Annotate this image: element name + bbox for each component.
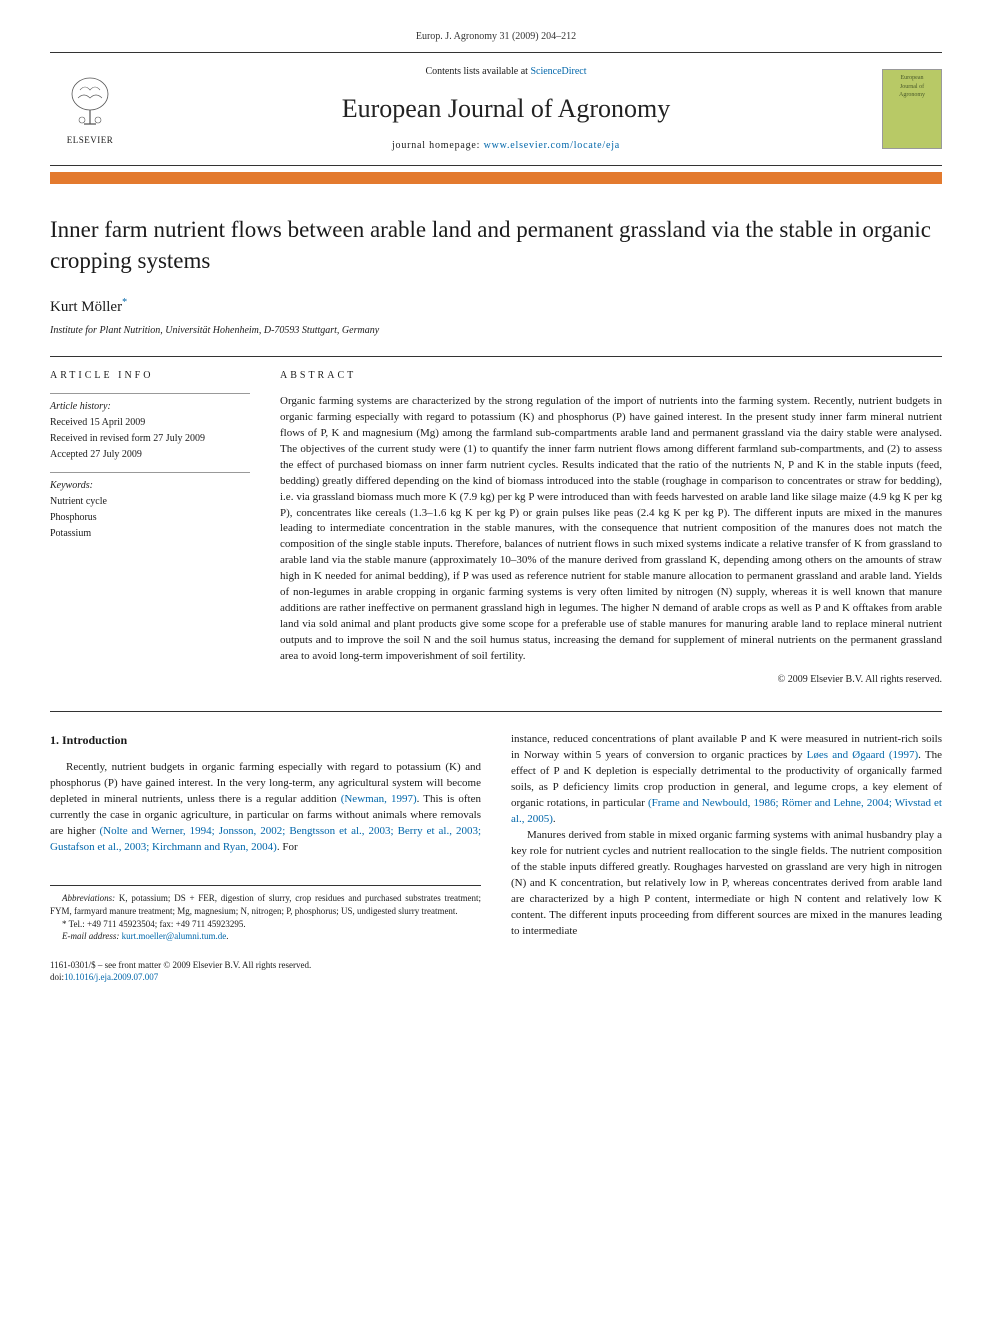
citation-link[interactable]: Løes and Øgaard (1997) xyxy=(807,749,919,761)
abstract-heading: ABSTRACT xyxy=(280,369,942,384)
keyword: Phosphorus xyxy=(50,511,250,525)
contents-available-line: Contents lists available at ScienceDirec… xyxy=(130,65,882,79)
body-column-left: 1. Introduction Recently, nutrient budge… xyxy=(50,732,481,942)
section-heading: 1. Introduction xyxy=(50,732,481,749)
section-title: Introduction xyxy=(62,733,127,747)
email-suffix: . xyxy=(226,931,228,941)
body-text: . xyxy=(553,813,556,825)
publisher-block: ELSEVIER xyxy=(50,72,130,147)
journal-cover-thumbnail: European Journal of Agronomy xyxy=(882,69,942,149)
history-line: Received in revised form 27 July 2009 xyxy=(50,432,250,446)
journal-header: ELSEVIER Contents lists available at Sci… xyxy=(50,52,942,166)
article-info-heading: ARTICLE INFO xyxy=(50,369,250,383)
author-corr-marker[interactable]: * xyxy=(122,297,127,308)
abbrev-label: Abbreviations: xyxy=(62,893,115,903)
abstract-text: Organic farming systems are characterize… xyxy=(280,394,942,665)
homepage-link[interactable]: www.elsevier.com/locate/eja xyxy=(484,140,620,151)
corr-text: Tel.: +49 711 45923504; fax: +49 711 459… xyxy=(67,919,246,929)
abbreviations-footnote: Abbreviations: K, potassium; DS + FER, d… xyxy=(50,892,481,917)
homepage-prefix: journal homepage: xyxy=(392,140,484,151)
copyright-line: © 2009 Elsevier B.V. All rights reserved… xyxy=(280,673,942,688)
corresponding-footnote: * Tel.: +49 711 45923504; fax: +49 711 4… xyxy=(50,918,481,931)
info-abstract-row: ARTICLE INFO Article history: Received 1… xyxy=(50,369,942,687)
header-center: Contents lists available at ScienceDirec… xyxy=(130,65,882,153)
issn-line: 1161-0301/$ – see front matter © 2009 El… xyxy=(50,959,942,972)
accent-bar xyxy=(50,172,942,184)
abstract-column: ABSTRACT Organic farming systems are cha… xyxy=(280,369,942,687)
doi-label: doi: xyxy=(50,972,64,982)
history-line: Accepted 27 July 2009 xyxy=(50,448,250,462)
contents-prefix: Contents lists available at xyxy=(425,66,530,77)
cover-text-3: Agronomy xyxy=(899,91,925,99)
history-line: Received 15 April 2009 xyxy=(50,416,250,430)
body-paragraph: Manures derived from stable in mixed org… xyxy=(511,828,942,940)
body-paragraph: instance, reduced concentrations of plan… xyxy=(511,732,942,828)
citation-line: Europ. J. Agronomy 31 (2009) 204–212 xyxy=(50,30,942,44)
footer: 1161-0301/$ – see front matter © 2009 El… xyxy=(50,959,942,984)
homepage-line: journal homepage: www.elsevier.com/locat… xyxy=(130,139,882,153)
journal-name: European Journal of Agronomy xyxy=(130,91,882,127)
email-link[interactable]: kurt.moeller@alumni.tum.de xyxy=(119,931,226,941)
body-paragraph: Recently, nutrient budgets in organic fa… xyxy=(50,760,481,856)
citation-link[interactable]: (Newman, 1997) xyxy=(341,793,417,805)
doi-line: doi:10.1016/j.eja.2009.07.007 xyxy=(50,971,942,984)
section-number: 1. xyxy=(50,733,59,747)
publisher-name: ELSEVIER xyxy=(67,134,114,147)
elsevier-tree-icon xyxy=(60,72,120,132)
affiliation: Institute for Plant Nutrition, Universit… xyxy=(50,324,942,338)
article-info-column: ARTICLE INFO Article history: Received 1… xyxy=(50,369,250,687)
body-column-right: instance, reduced concentrations of plan… xyxy=(511,732,942,942)
cover-text-1: European xyxy=(901,74,924,82)
citation-link[interactable]: (Nolte and Werner, 1994; Jonsson, 2002; … xyxy=(50,825,481,853)
divider-body xyxy=(50,711,942,712)
divider-top xyxy=(50,356,942,357)
doi-link[interactable]: 10.1016/j.eja.2009.07.007 xyxy=(64,972,158,982)
sciencedirect-link[interactable]: ScienceDirect xyxy=(530,66,586,77)
body-columns: 1. Introduction Recently, nutrient budge… xyxy=(50,732,942,942)
history-title: Article history: xyxy=(50,400,250,414)
body-text: . For xyxy=(277,841,298,853)
cover-text-2: Journal of xyxy=(900,83,924,91)
keywords-title: Keywords: xyxy=(50,479,250,493)
keyword: Nutrient cycle xyxy=(50,495,250,509)
email-label: E-mail address: xyxy=(62,931,119,941)
keywords-section: Keywords: Nutrient cycle Phosphorus Pota… xyxy=(50,472,250,541)
abbrev-text: K, potassium; DS + FER, digestion of slu… xyxy=(50,893,481,916)
keyword: Potassium xyxy=(50,527,250,541)
author-name: Kurt Möller* xyxy=(50,296,942,318)
footnotes-block: Abbreviations: K, potassium; DS + FER, d… xyxy=(50,885,481,942)
article-title: Inner farm nutrient flows between arable… xyxy=(50,214,942,276)
author-text: Kurt Möller xyxy=(50,299,122,315)
email-footnote: E-mail address: kurt.moeller@alumni.tum.… xyxy=(50,930,481,943)
article-history-section: Article history: Received 15 April 2009 … xyxy=(50,393,250,462)
